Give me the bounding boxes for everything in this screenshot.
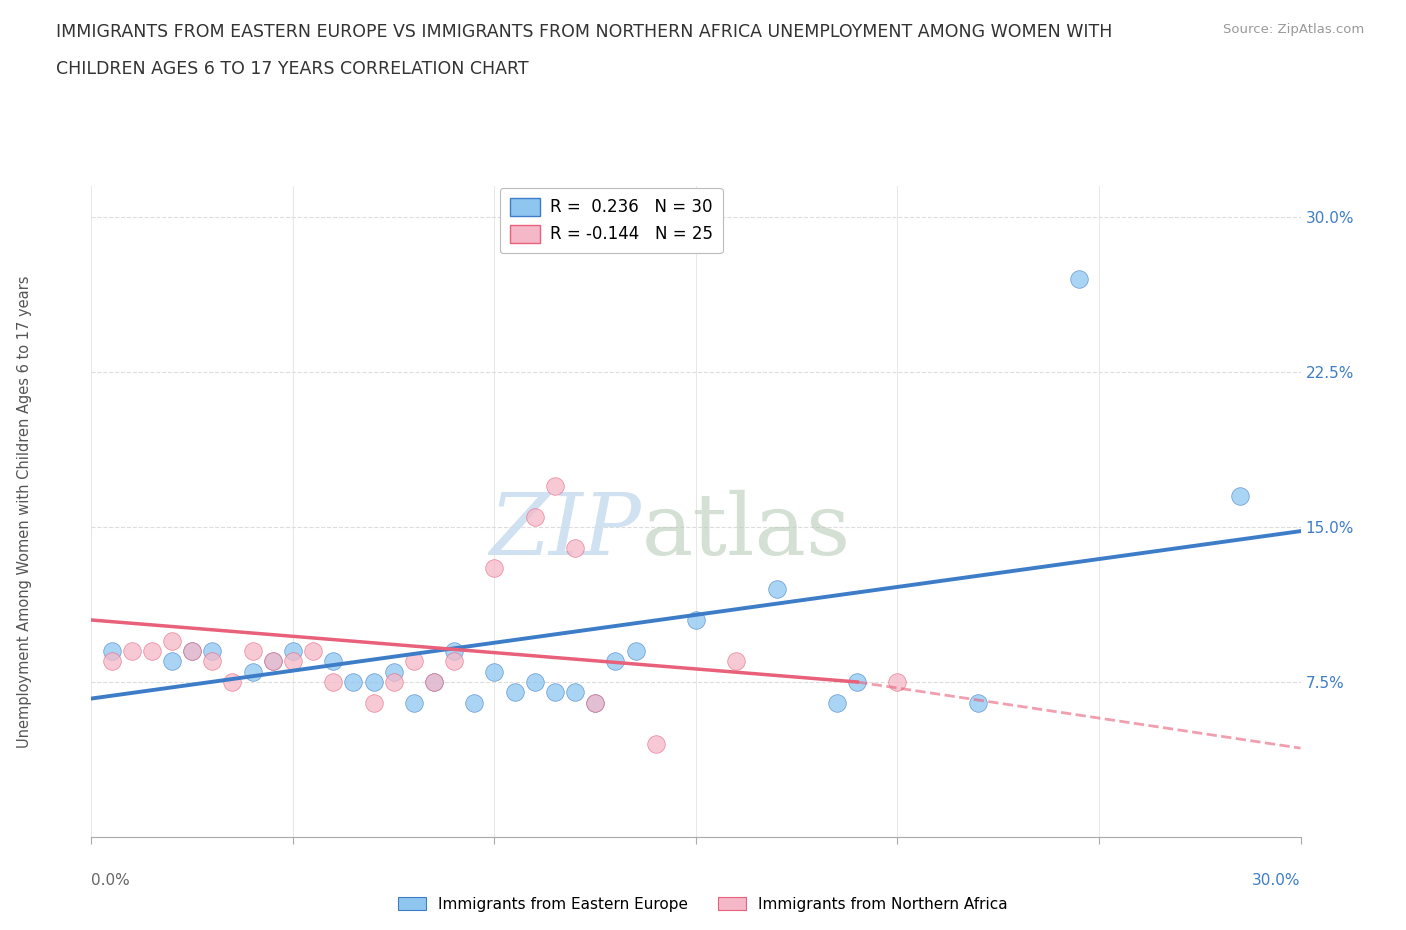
Point <box>544 684 567 699</box>
Point <box>443 654 465 669</box>
Legend: R =  0.236   N = 30, R = -0.144   N = 25: R = 0.236 N = 30, R = -0.144 N = 25 <box>499 188 723 254</box>
Point <box>423 674 446 689</box>
Text: ZIP: ZIP <box>489 490 641 572</box>
Point <box>242 644 264 658</box>
Point <box>302 644 325 658</box>
Text: 30.0%: 30.0% <box>1253 872 1301 888</box>
Point <box>363 696 385 711</box>
Point <box>342 674 364 689</box>
Point <box>544 478 567 493</box>
Point <box>503 684 526 699</box>
Point <box>221 674 243 689</box>
Point <box>402 696 425 711</box>
Legend: Immigrants from Eastern Europe, Immigrants from Northern Africa: Immigrants from Eastern Europe, Immigran… <box>392 890 1014 918</box>
Point <box>262 654 284 669</box>
Point <box>423 674 446 689</box>
Point <box>100 654 122 669</box>
Point <box>141 644 163 658</box>
Point <box>160 654 183 669</box>
Point <box>100 644 122 658</box>
Point <box>846 674 869 689</box>
Point <box>685 613 707 628</box>
Point <box>262 654 284 669</box>
Point <box>281 654 304 669</box>
Point <box>463 696 485 711</box>
Point <box>181 644 204 658</box>
Text: 0.0%: 0.0% <box>91 872 131 888</box>
Point <box>160 633 183 648</box>
Point <box>583 696 606 711</box>
Point <box>201 644 224 658</box>
Point <box>967 696 990 711</box>
Text: atlas: atlas <box>641 489 851 573</box>
Point <box>523 510 546 525</box>
Point <box>484 664 506 679</box>
Point <box>1229 488 1251 503</box>
Point <box>886 674 908 689</box>
Point <box>382 674 405 689</box>
Point <box>1067 272 1090 286</box>
Point <box>382 664 405 679</box>
Point <box>363 674 385 689</box>
Point <box>644 737 666 751</box>
Point <box>281 644 304 658</box>
Point <box>605 654 627 669</box>
Text: IMMIGRANTS FROM EASTERN EUROPE VS IMMIGRANTS FROM NORTHERN AFRICA UNEMPLOYMENT A: IMMIGRANTS FROM EASTERN EUROPE VS IMMIGR… <box>56 23 1112 41</box>
Text: Unemployment Among Women with Children Ages 6 to 17 years: Unemployment Among Women with Children A… <box>17 275 32 748</box>
Point <box>765 581 787 596</box>
Point <box>825 696 848 711</box>
Point <box>484 561 506 576</box>
Point <box>322 674 344 689</box>
Point <box>121 644 143 658</box>
Point <box>583 696 606 711</box>
Point <box>624 644 647 658</box>
Point <box>201 654 224 669</box>
Point <box>181 644 204 658</box>
Point <box>564 684 586 699</box>
Point <box>564 540 586 555</box>
Point <box>725 654 748 669</box>
Point <box>443 644 465 658</box>
Point <box>322 654 344 669</box>
Point <box>523 674 546 689</box>
Text: CHILDREN AGES 6 TO 17 YEARS CORRELATION CHART: CHILDREN AGES 6 TO 17 YEARS CORRELATION … <box>56 60 529 78</box>
Text: Source: ZipAtlas.com: Source: ZipAtlas.com <box>1223 23 1364 36</box>
Point <box>402 654 425 669</box>
Point <box>242 664 264 679</box>
